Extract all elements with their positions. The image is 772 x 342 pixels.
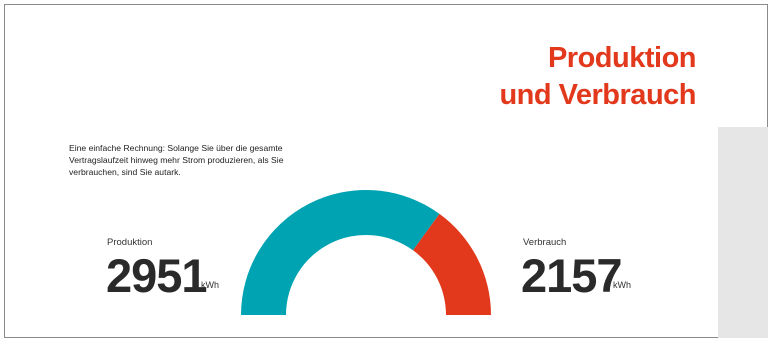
- gauge-segment-produktion: [241, 190, 440, 315]
- intro-text: Eine einfache Rechnung: Solange Sie über…: [69, 143, 284, 177]
- consumption-value: 2157: [521, 249, 623, 302]
- production-label: Produktion: [107, 237, 153, 248]
- title-line-1: Produktion: [547, 42, 697, 74]
- title-line-2: und Verbrauch: [499, 79, 696, 111]
- consumption-unit: kWh: [613, 280, 631, 290]
- gauge-segment-verbrauch: [413, 213, 491, 315]
- infographic-frame: [4, 4, 768, 338]
- production-value: 2951: [106, 249, 208, 302]
- page-title: Produktion und Verbrauch: [499, 40, 696, 114]
- production-unit: kWh: [201, 280, 219, 290]
- consumption-label: Verbrauch: [523, 237, 567, 248]
- side-panel: [718, 127, 768, 338]
